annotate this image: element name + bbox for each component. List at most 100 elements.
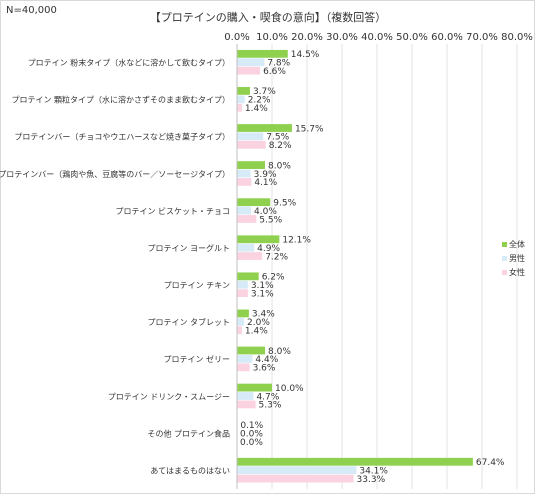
- data-label: 5.3%: [259, 401, 282, 411]
- bar: [237, 383, 272, 392]
- data-label: 12.1%: [282, 236, 311, 246]
- bar: [237, 392, 254, 400]
- data-label: 33.3%: [357, 475, 386, 485]
- sample-size-note: N=40,000: [6, 5, 57, 16]
- x-tick-label: 20.0%: [291, 32, 323, 43]
- category-label: プロテイン ビスケット・チョコ: [115, 207, 230, 216]
- category-label: プロテイン チキン: [164, 281, 230, 290]
- data-label: 0.0%: [240, 429, 263, 439]
- bar: [237, 243, 255, 252]
- data-label: 3.4%: [252, 310, 275, 320]
- bar: [237, 49, 288, 58]
- bar: [237, 103, 242, 112]
- bar: [237, 317, 244, 326]
- category-label: プロテイン タブレット: [147, 317, 230, 327]
- x-tick-label: 40.0%: [361, 32, 393, 43]
- data-label: 2.2%: [248, 96, 271, 106]
- data-label: 67.4%: [476, 458, 505, 468]
- category-label: その他 プロテイン食品: [147, 428, 230, 438]
- x-tick-label: 10.0%: [256, 32, 288, 43]
- category-label: プロテイン ゼリー: [163, 354, 230, 364]
- bar: [237, 363, 250, 372]
- bar: [237, 289, 248, 298]
- category-label: プロテイン ドリンク・スムージー: [108, 392, 230, 401]
- data-label: 3.1%: [251, 289, 274, 299]
- bar: [237, 124, 292, 132]
- bar: [237, 309, 249, 318]
- bar: [237, 95, 245, 104]
- data-label: 8.0%: [268, 347, 291, 357]
- data-label: 3.6%: [253, 364, 276, 374]
- data-label: 6.6%: [263, 67, 286, 77]
- x-tick-label: 30.0%: [326, 32, 358, 43]
- bar: [237, 272, 259, 281]
- bar: [237, 235, 280, 244]
- bar: [237, 355, 253, 363]
- bar: [237, 87, 250, 95]
- data-label: 6.2%: [262, 273, 285, 283]
- bar: [237, 466, 357, 475]
- bar: [237, 161, 265, 169]
- legend-label: 女性: [509, 268, 525, 277]
- data-label: 8.0%: [268, 161, 291, 171]
- data-label: 3.7%: [253, 87, 276, 97]
- legend-label: 全体: [509, 240, 525, 249]
- data-label: 7.2%: [265, 252, 288, 262]
- category-label: プロテインバー（鶏肉や魚、豆腐等のバー／ソーセージタイプ）: [0, 169, 230, 179]
- x-tick-label: 70.0%: [466, 32, 498, 43]
- bar: [237, 215, 257, 223]
- data-label: 7.8%: [267, 59, 290, 69]
- legend-swatch: [502, 270, 507, 275]
- legend-item: 女性: [502, 267, 525, 278]
- data-label: 14.5%: [291, 50, 320, 60]
- category-label: プロテイン 粉末タイプ（水などに溶かして飲むタイプ）: [28, 58, 230, 68]
- bar: [237, 132, 264, 141]
- data-label: 3.9%: [254, 170, 277, 180]
- bar: [237, 58, 265, 67]
- x-tick-label: 0.0%: [224, 32, 249, 43]
- legend-item: 全体: [502, 239, 525, 250]
- bar: [237, 169, 251, 178]
- legend-item: 男性: [502, 253, 525, 264]
- bar: [237, 400, 256, 409]
- legend-swatch: [502, 242, 507, 247]
- bar: [237, 280, 248, 289]
- category-label: プロテイン ヨーグルト: [147, 243, 230, 253]
- bar: [237, 206, 251, 215]
- x-tick-label: 80.0%: [501, 32, 533, 43]
- data-label: 4.7%: [256, 392, 279, 402]
- data-label: 8.2%: [269, 141, 292, 151]
- data-label: 0.0%: [240, 438, 263, 448]
- data-label: 9.5%: [273, 198, 296, 208]
- legend-swatch: [502, 256, 507, 261]
- bar: [237, 252, 263, 260]
- data-label: 4.0%: [254, 207, 277, 217]
- bar: [237, 474, 354, 483]
- category-label: あてはまるものはない: [150, 466, 230, 475]
- data-label: 2.0%: [247, 318, 270, 328]
- data-label: 4.1%: [254, 178, 277, 188]
- bar: [237, 66, 261, 75]
- data-label: 15.7%: [295, 124, 324, 134]
- bar: [237, 140, 266, 149]
- data-label: 10.0%: [275, 384, 304, 394]
- data-label: 34.1%: [359, 466, 388, 476]
- data-label: 4.4%: [255, 355, 278, 365]
- legend-label: 男性: [509, 254, 525, 263]
- bar: [237, 346, 265, 355]
- bar: [237, 198, 271, 207]
- bar: [237, 326, 242, 335]
- data-label: 7.5%: [266, 133, 289, 143]
- data-label: 1.4%: [245, 104, 268, 114]
- data-label: 3.1%: [251, 281, 274, 291]
- data-label: 0.1%: [240, 421, 263, 431]
- x-tick-label: 50.0%: [396, 32, 428, 43]
- x-tick-label: 60.0%: [431, 32, 463, 43]
- bar: [237, 457, 473, 466]
- bar: [237, 177, 252, 186]
- category-label: プロテインバー（チョコやウエハースなど焼き菓子タイプ）: [14, 132, 230, 142]
- data-label: 1.4%: [245, 327, 268, 337]
- data-label: 4.9%: [257, 244, 280, 254]
